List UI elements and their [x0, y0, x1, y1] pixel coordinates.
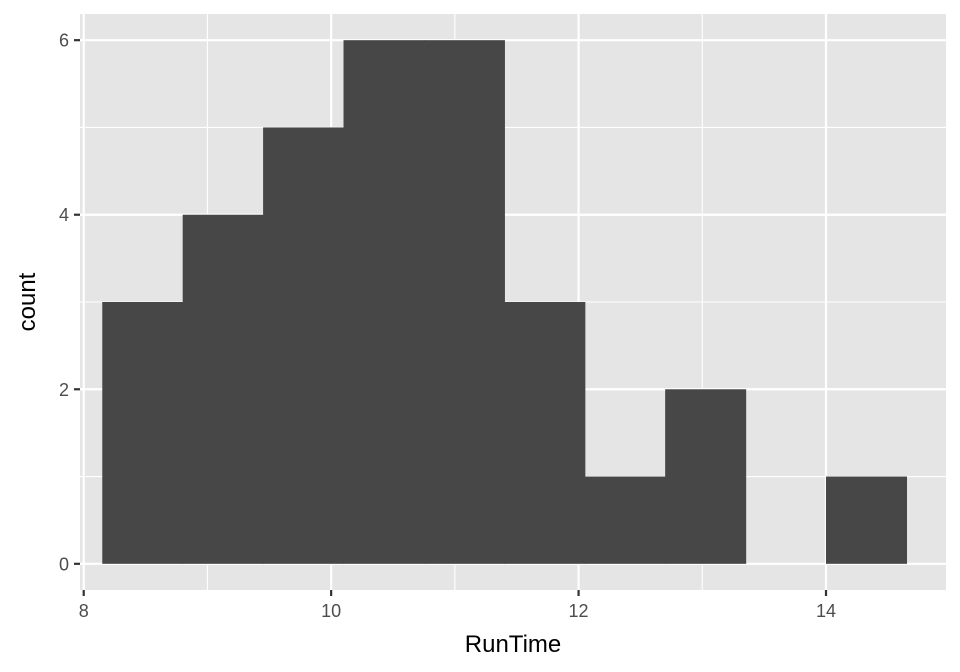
x-tick-label: 12	[569, 601, 589, 621]
histogram-bar-2	[182, 214, 264, 564]
histogram-bar-5	[423, 40, 505, 564]
histogram-bar-1	[102, 302, 184, 564]
x-tick-label: 10	[321, 601, 341, 621]
histogram-bar-3	[263, 127, 345, 564]
x-axis: 8 10 12 14	[79, 590, 836, 621]
histogram-bar-7	[584, 476, 666, 564]
histogram-bars	[102, 40, 908, 564]
histogram-bar-10	[825, 476, 908, 564]
x-tick-label: 8	[79, 601, 89, 621]
histogram-bar-8	[665, 389, 747, 564]
histogram-bar-4	[343, 40, 425, 564]
x-tick-label: 14	[816, 601, 836, 621]
y-axis-title: count	[14, 272, 41, 331]
x-axis-title: RunTime	[465, 631, 561, 658]
y-tick-label: 2	[59, 380, 69, 400]
histogram-bar-6	[504, 302, 586, 564]
y-tick-label: 6	[59, 31, 69, 51]
y-tick-label: 4	[59, 205, 69, 225]
y-axis: 0 2 4 6	[59, 31, 80, 574]
y-tick-label: 0	[59, 554, 69, 574]
